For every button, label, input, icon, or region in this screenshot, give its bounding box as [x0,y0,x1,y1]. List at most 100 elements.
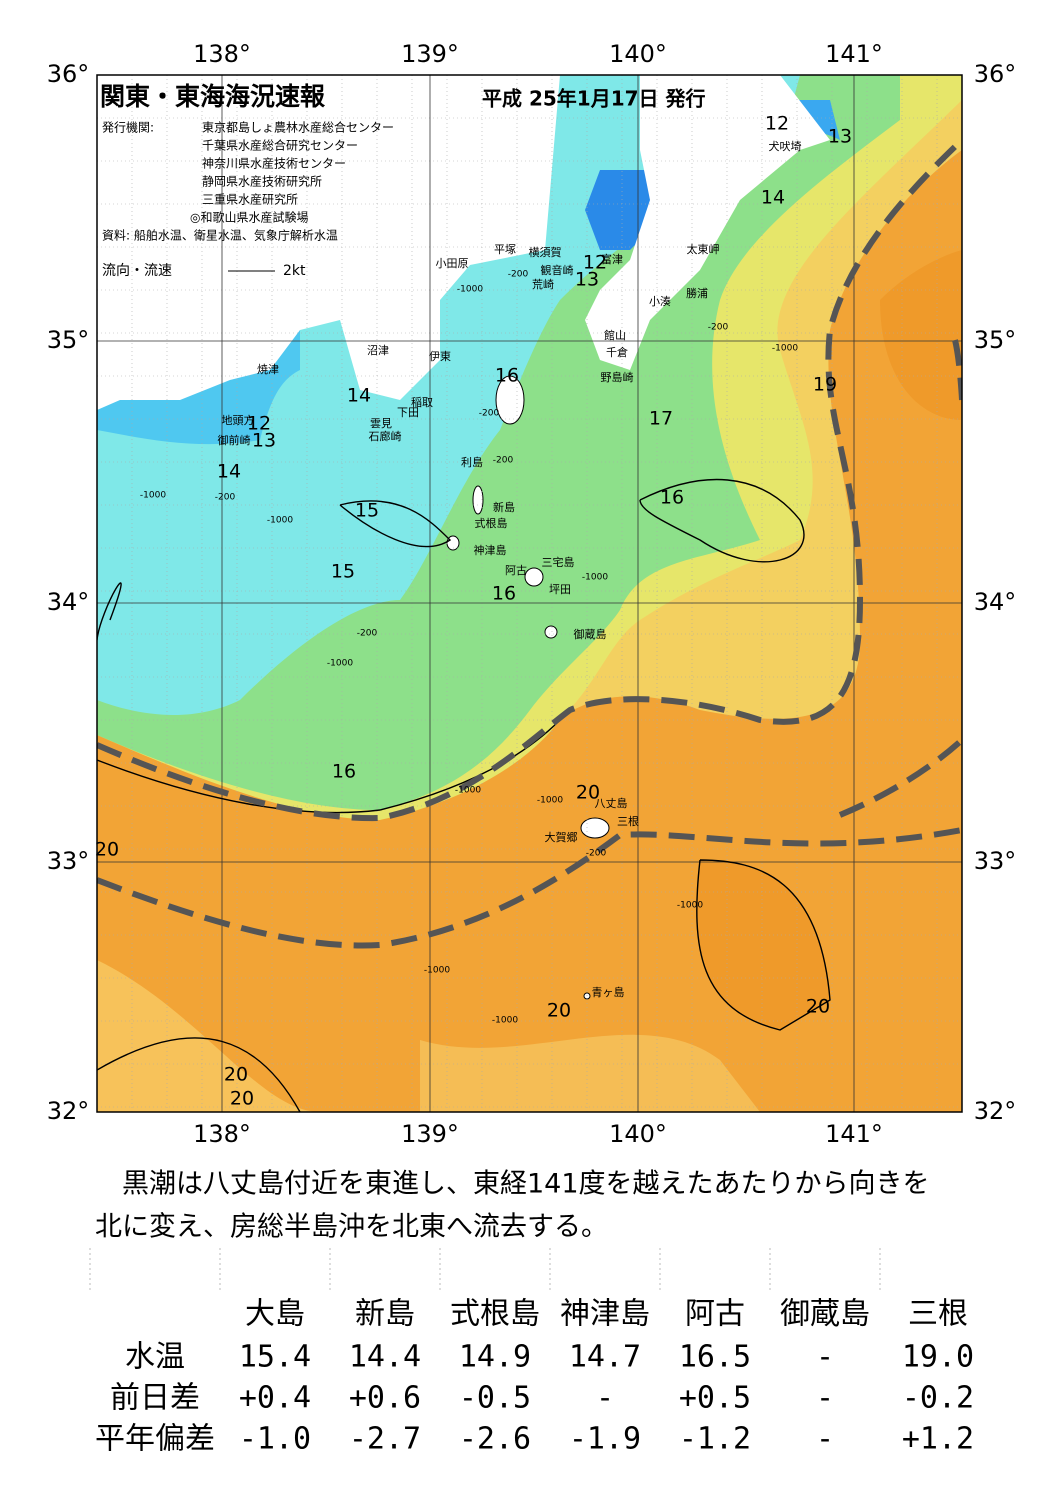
longitude-label: 139° [401,1120,459,1148]
depth-label: -1000 [140,491,166,501]
sea-temperature-map [97,75,962,1112]
grid [97,75,962,1112]
longitude-label: 139° [401,40,459,68]
depth-label: -1000 [267,516,293,526]
land [97,75,560,410]
issuer: 神奈川県水産技術センター [202,156,346,171]
isotherm-label: 16 [660,487,684,509]
place-name: 阿古 [505,564,527,577]
place-name: 利島 [461,455,483,469]
table-cell: +0.6 [349,1381,421,1416]
isotherm-label: 20 [576,782,600,804]
issuer: 三重県水産研究所 [202,192,298,207]
description-line: 北に変え、房総半島沖を北東へ流去する。 [95,1212,608,1243]
island [580,817,610,839]
depth-label: -200 [493,456,514,466]
isotherm-label: 12 [765,113,789,135]
issuer: ◎和歌山県水産試験場 [190,210,308,225]
place-name: 横須賀 [529,245,562,259]
depth-label: -1000 [424,966,450,976]
place-name: 雲見 [370,417,392,430]
table-cell: 15.4 [239,1340,311,1375]
table-header: 三根 [908,1297,968,1332]
isotherm-label: 15 [331,561,355,583]
place-name: 平塚 [494,243,516,256]
table-header: 御蔵島 [780,1297,870,1332]
place-name: 焼津 [257,363,279,376]
table-cell: +0.5 [679,1381,751,1416]
place-name: 神津島 [474,543,507,557]
depth-label: -1000 [537,796,563,806]
issuer-label: 発行機関: [102,120,154,135]
depth-label: -1000 [582,573,608,583]
place-name: 野島崎 [601,370,634,384]
place-name: 新島 [493,500,515,514]
zone [420,1034,760,1112]
table-cell: - [816,1381,834,1416]
warm-zone [880,250,962,420]
place-name: 八丈島 [595,796,628,810]
isotherm-label: 20 [230,1088,254,1110]
table-cell: 19.0 [902,1340,974,1375]
place-name: 地頭方 [222,413,255,427]
island [544,625,558,639]
latitude-label: 32° [47,1097,90,1125]
place-name: 勝浦 [686,286,708,300]
place-name: 石廊崎 [369,429,402,443]
place-name: 三宅島 [542,555,575,569]
table-header: 新島 [355,1297,415,1332]
table-separators [89,1248,881,1290]
depth-label: -1000 [677,901,703,911]
isotherm-label: 13 [575,269,599,291]
longitude-label: 140° [609,40,667,68]
place-name: 青ヶ島 [592,985,625,999]
latitude-label: 35° [974,326,1017,354]
longitude-label: 141° [825,40,883,68]
longitude-label: 141° [825,1120,883,1148]
isotherm-label: 16 [332,761,356,783]
island [524,567,544,587]
issuer: 千葉県水産総合研究センター [202,138,358,153]
latitude-label: 34° [47,588,90,616]
isotherm-label: 14 [347,385,371,407]
row-label: 前日差 [110,1381,200,1416]
place-name: 大賀郷 [545,830,578,844]
place-name: 小湊 [649,294,671,308]
table-cell: - [596,1381,614,1416]
table-cell: 16.5 [679,1340,751,1375]
map-frame [96,74,963,1113]
depth-label: -200 [215,493,236,503]
place-name: 三根 [617,814,639,828]
isotherm-label: 13 [252,430,276,452]
place-name: 下田 [397,406,419,419]
latitude-label: 36° [47,60,90,88]
table-header: 神津島 [560,1297,650,1332]
table-cell: 14.4 [349,1340,421,1375]
depth-label: -200 [479,409,500,419]
depth-label: -1000 [327,659,353,669]
isotherm-label: 20 [224,1064,248,1086]
legend-scale: 2kt [283,263,306,279]
place-name: 御蔵島 [574,627,607,641]
isotherm-label: 19 [813,374,837,396]
table-cell: - [816,1340,834,1375]
table-cell: - [816,1422,834,1457]
place-name: 式根島 [475,516,508,530]
table-cell: 14.9 [459,1340,531,1375]
depth-label: -200 [708,323,729,333]
place-name: 館山 [604,328,626,342]
table-cell: -1.0 [239,1422,311,1457]
table-cell: -1.2 [679,1422,751,1457]
isotherm-label: 16 [492,583,516,605]
legend-label: 流向・流速 [102,263,172,279]
island [472,485,484,515]
depth-label: -1000 [772,344,798,354]
latitude-label: 34° [974,588,1017,616]
latitude-label: 35° [47,326,90,354]
isotherm-label: 12 [583,252,607,274]
isotherm-label: 20 [95,839,119,861]
issue-date: 平成 25年1月17日 発行 [482,87,706,111]
depth-label: -1000 [455,786,481,796]
isotherm-label: 17 [649,408,673,430]
depth-label: -200 [508,270,529,280]
